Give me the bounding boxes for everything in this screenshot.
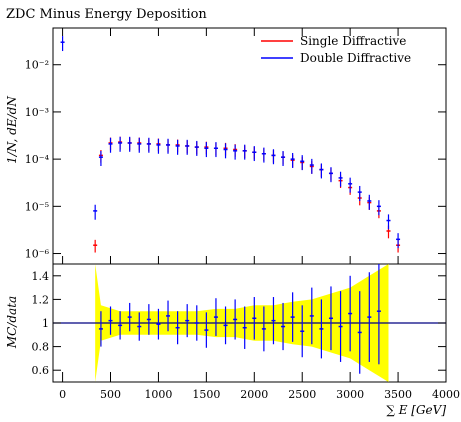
bottom-y-tick-label-3: 1.2 (32, 293, 50, 306)
chart-title: ZDC Minus Energy Deposition (6, 7, 207, 22)
top-y-tick-label-4: 10⁻⁶ (25, 248, 50, 261)
x-tick-label-0: 0 (59, 388, 66, 401)
top-y-tick-label-3: 10⁻⁵ (25, 200, 49, 213)
bottom-y-tick-label-1: 0.8 (32, 341, 50, 354)
bottom-y-axis-label: MC/data (5, 296, 19, 349)
ratio-panel: 0.6 0.8 1 1.2 1.4 0 500 1000 1500 2000 2500 3000 35… (5, 28, 460, 417)
bottom-y-tick-label-2: 1 (42, 317, 49, 330)
bottom-y-ticks: 0.6 0.8 1 1.2 1.4 (32, 270, 446, 377)
top-y-axis-label: 1/N, dE/dN (5, 96, 19, 164)
top-y-tick-label-2: 10⁻⁴ (25, 153, 50, 166)
ratio-points (98, 264, 381, 374)
series-0 (93, 136, 401, 253)
x-tick-label-2: 1000 (144, 388, 172, 401)
legend-label-single: Single Diffractive (300, 34, 406, 48)
energy-deposition-panel: 10⁻² 10⁻³ 10⁻⁴ 10⁻⁵ 10⁻⁶ 1/N, dE/dN Single D… (5, 27, 447, 265)
x-tick-label-4: 2000 (240, 388, 268, 401)
bottom-y-tick-label-0: 0.6 (32, 364, 50, 377)
legend: Single Diffractive Double Diffractive (261, 34, 411, 65)
legend-label-double: Double Diffractive (300, 51, 411, 65)
top-y-tick-label-0: 10⁻² (25, 59, 49, 72)
x-tick-label-5: 2500 (288, 388, 316, 401)
x-tick-label-6: 3000 (336, 388, 364, 401)
x-tick-label-3: 1500 (192, 388, 220, 401)
x-ticks: 0 500 1000 1500 2000 2500 3000 3500 4000 (59, 28, 460, 401)
series-1 (60, 36, 401, 249)
top-y-ticks: 10⁻² 10⁻³ 10⁻⁴ 10⁻⁵ 10⁻⁶ (25, 59, 446, 261)
bottom-y-tick-label-4: 1.4 (32, 270, 50, 283)
top-series (60, 36, 401, 253)
x-axis-label: ∑ E [GeV] (386, 403, 446, 417)
x-tick-label-7: 3500 (384, 388, 412, 401)
uncertainty-band (53, 264, 446, 382)
top-y-tick-label-1: 10⁻³ (25, 106, 49, 119)
x-tick-label-1: 500 (100, 388, 121, 401)
x-tick-label-8: 4000 (432, 388, 460, 401)
